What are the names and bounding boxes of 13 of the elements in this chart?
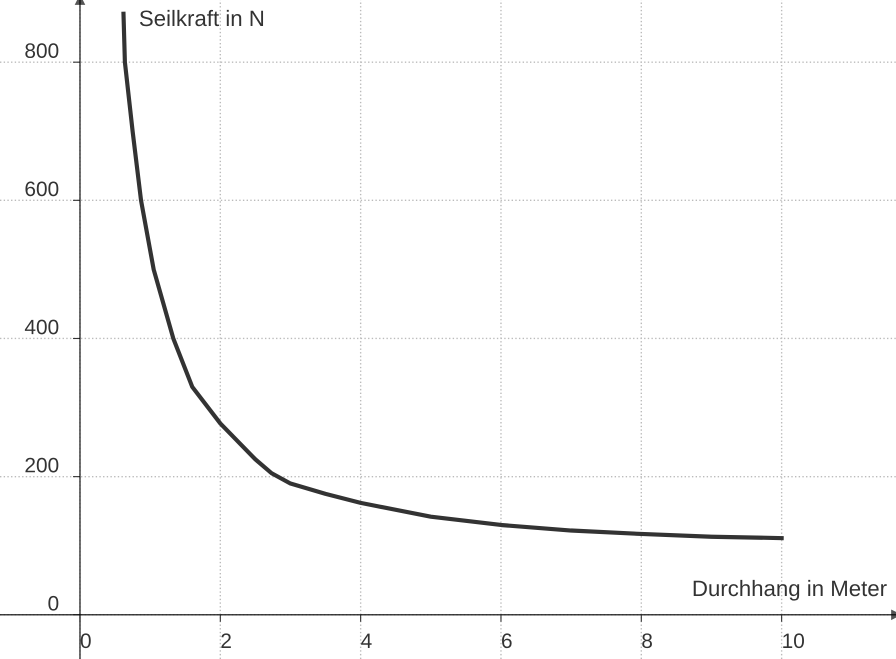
x-tick-label: 8	[642, 633, 652, 648]
y-tick-label: 0	[48, 596, 58, 611]
x-tick-label: 4	[361, 634, 372, 648]
x-tick-label: 0	[80, 633, 91, 648]
x-axis-title: Durchhang in Meter	[694, 580, 887, 601]
x-tick-label: 2	[221, 633, 231, 648]
x-tick-label: 6	[502, 633, 512, 648]
y-tick-label: 600	[25, 181, 58, 196]
y-axis-title: Seilkraft in N	[140, 10, 264, 26]
y-tick-label: 800	[25, 43, 58, 58]
x-tick-label: 10	[783, 633, 804, 648]
y-tick-label: 400	[24, 320, 58, 334]
y-tick-label: 200	[25, 458, 58, 473]
